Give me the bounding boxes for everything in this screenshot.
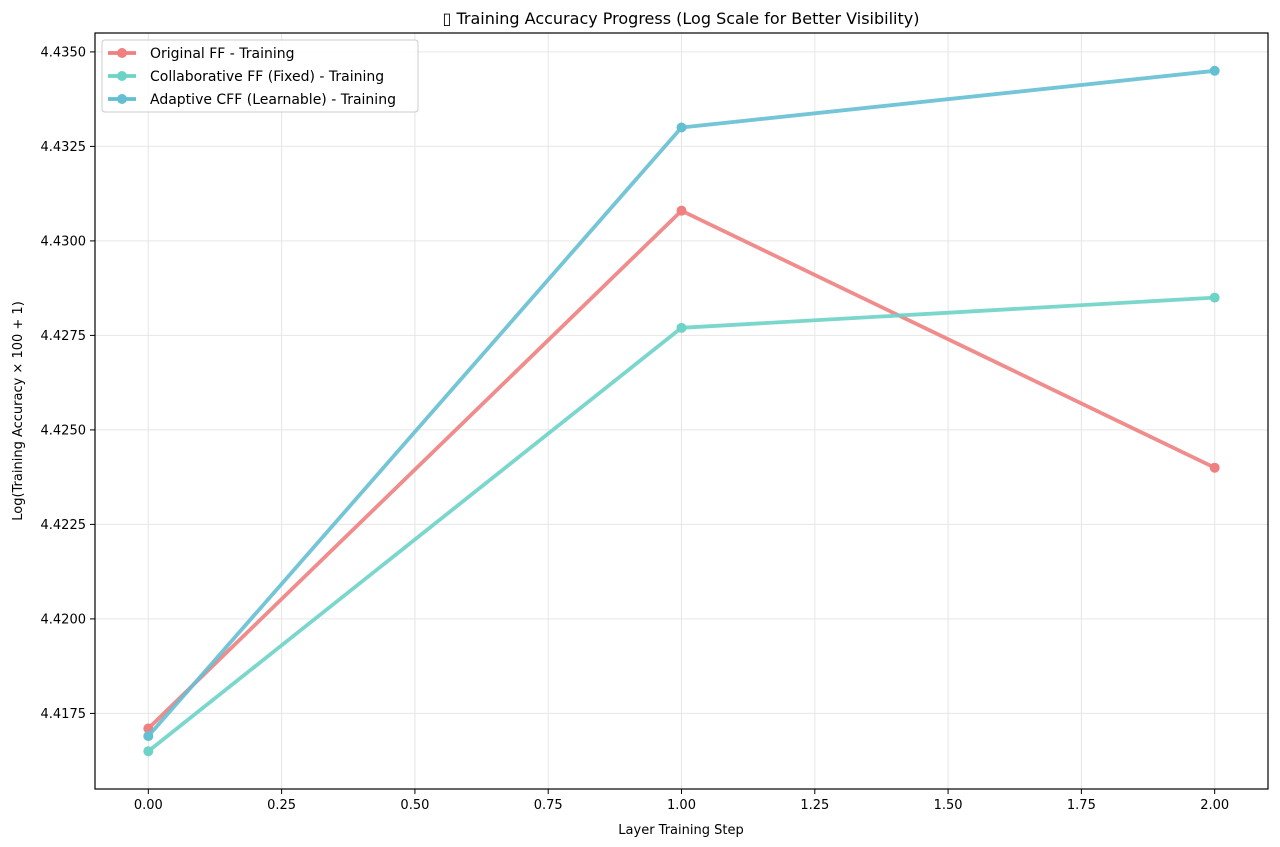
legend-marker [117, 94, 127, 104]
y-tick-label: 4.4200 [41, 612, 87, 627]
data-point [1209, 65, 1220, 76]
x-axis-title: Layer Training Step [618, 823, 743, 838]
x-tick-label: 1.50 [934, 798, 963, 813]
x-tick-label: 1.75 [1067, 798, 1096, 813]
legend-box [101, 39, 419, 113]
y-tick-label: 4.4275 [41, 329, 87, 344]
data-point [1209, 462, 1220, 473]
legend-label: Collaborative FF (Fixed) - Training [150, 69, 384, 85]
grid [95, 33, 1268, 789]
x-tick-label: 1.25 [800, 798, 829, 813]
chart-title: ▯ Training Accuracy Progress (Log Scale … [443, 9, 920, 28]
legend-marker [117, 48, 127, 58]
data-point [676, 322, 687, 333]
data-point [1209, 292, 1220, 303]
y-axis-title: Log(Training Accuracy × 100 + 1) [11, 301, 26, 521]
x-axis: 0.00 0.25 0.50 0.75 1.00 1.25 1.50 1.75 2.00 [134, 789, 1229, 813]
data-point [143, 731, 154, 742]
legend: Original FF - Training Collaborative FF (… [101, 39, 419, 113]
x-tick-label: 0.25 [267, 798, 296, 813]
y-tick-label: 4.4325 [41, 140, 87, 155]
legend-item: Original FF - Training [108, 46, 295, 62]
y-tick-label: 4.4250 [41, 423, 87, 438]
data-point [676, 122, 687, 133]
legend-marker [117, 71, 127, 81]
x-tick-label: 0.00 [134, 798, 163, 813]
y-axis: 4.4175 4.4200 4.4225 4.4250 4.4275 4.4300 4.43… [41, 45, 95, 722]
legend-label: Original FF - Training [150, 46, 295, 62]
data-point [676, 205, 687, 216]
legend-item: Collaborative FF (Fixed) - Training [108, 69, 384, 85]
y-tick-label: 4.4175 [41, 707, 87, 722]
x-tick-label: 2.00 [1200, 798, 1229, 813]
legend-label: Adaptive CFF (Learnable) - Training [150, 92, 396, 108]
legend-item: Adaptive CFF (Learnable) - Training [108, 92, 396, 108]
x-tick-label: 1.00 [667, 798, 696, 813]
series-3 [143, 65, 1220, 742]
y-tick-label: 4.4350 [41, 45, 87, 60]
series-1 [143, 205, 1220, 734]
series-2 [143, 292, 1220, 757]
y-tick-label: 4.4225 [41, 518, 87, 533]
series-layer [143, 65, 1220, 757]
y-tick-label: 4.4300 [41, 234, 87, 249]
x-tick-label: 0.75 [534, 798, 563, 813]
x-tick-label: 0.50 [400, 798, 429, 813]
data-point [143, 746, 154, 757]
